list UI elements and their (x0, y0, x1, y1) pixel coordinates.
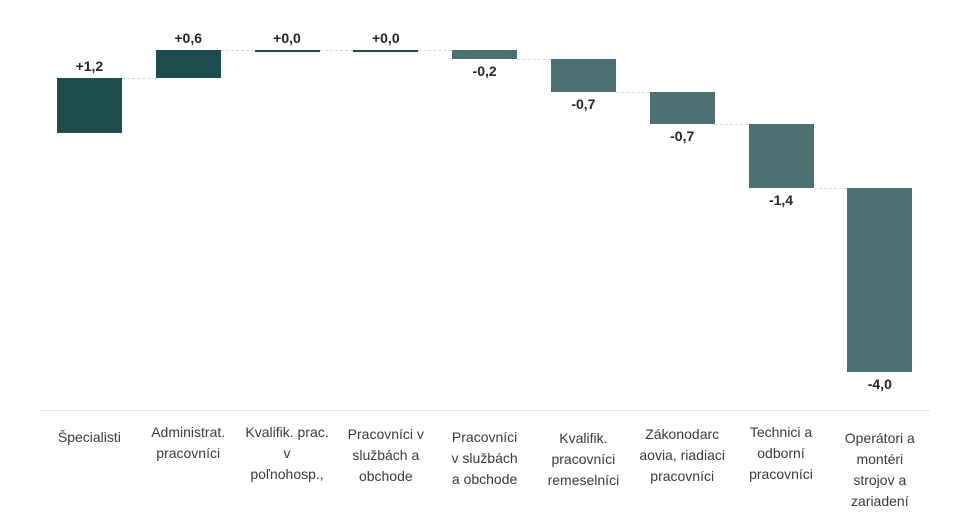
category-label-line: aovia, riadiaci (639, 447, 725, 463)
category-label-line: montéri (856, 451, 904, 467)
connector-line (121, 77, 156, 79)
category-label-line: Zákonodarc (645, 426, 720, 442)
bar-value-label: -0,7 (571, 95, 596, 112)
connector-line (517, 59, 551, 61)
category-label: Kvalifik. pracovníci remeselníci (528, 428, 638, 491)
connector-line (714, 123, 749, 125)
category-label: Zákonodarc aovia, riadiaci pracovníci (627, 424, 737, 487)
bar-value-label: +0,6 (174, 30, 202, 47)
connector-line (418, 50, 453, 52)
category-label-line: Operátori a (844, 430, 915, 446)
category-label-line: pracovníci (551, 451, 616, 467)
bar-value-label: -4,0 (867, 376, 892, 393)
category-label-line: a obchode (451, 471, 518, 487)
category-label-line: Administrat. (151, 424, 226, 440)
bar-value-label: +0,0 (273, 30, 301, 47)
waterfall-bar (649, 91, 715, 124)
category-label-line: pracovníci (156, 445, 221, 461)
connector-line (319, 50, 354, 52)
category-label-line: obchode (358, 468, 413, 484)
waterfall-bar (254, 50, 320, 53)
category-label: Kvalifik. prac. v poľnohosp., (232, 422, 342, 485)
category-label: Technici a odborní pracovníci (726, 422, 836, 485)
bar-value-label: -0,2 (472, 63, 497, 80)
bar-value-label: -1,4 (768, 192, 794, 209)
waterfall-bar (155, 50, 221, 78)
waterfall-bar (353, 50, 419, 53)
category-label-line: Technici a (749, 424, 813, 440)
waterfall-bar (550, 59, 616, 92)
connector-line (220, 50, 255, 52)
category-label: Pracovníci v službách a obchode (331, 424, 441, 487)
bar-value-label: +1,2 (75, 57, 104, 74)
waterfall-bar (748, 123, 814, 189)
waterfall-bar (56, 77, 122, 133)
category-label-line: v (283, 445, 291, 461)
category-label: Špecialisti (34, 427, 144, 448)
category-label-line: poľnohosp., (250, 466, 324, 482)
connector-line (813, 188, 848, 190)
bar-value-label: +0,0 (371, 30, 400, 47)
connector-line (615, 91, 650, 93)
category-label-line: službách a (352, 447, 420, 463)
bar-value-label: -0,7 (670, 127, 695, 144)
category-label-line: strojov a (853, 472, 907, 488)
category-label-line: pracovníci (650, 468, 715, 484)
category-label-line: v službách (451, 450, 518, 466)
category-label-line: Kvalifik. prac. (245, 424, 329, 440)
category-label-line: Kvalifik. (559, 430, 608, 446)
category-label-line: Špecialisti (57, 429, 121, 445)
category-label: Administrat. pracovníci (133, 422, 243, 464)
category-label-line: Pracovníci (451, 429, 518, 445)
category-label-line: remeselníci (547, 472, 620, 488)
category-label-line: Pracovníci v (347, 426, 424, 442)
category-label-line: zariadení (851, 493, 909, 509)
category-label: Operátori a montéri strojov a zariadení (825, 428, 935, 512)
category-label-line: pracovníci (749, 466, 813, 482)
waterfall-bar (847, 188, 913, 373)
category-label-line: odborní (757, 445, 805, 461)
x-axis-line (40, 410, 930, 411)
waterfall-bar (452, 50, 518, 60)
category-label: Pracovníci v službách a obchode (430, 427, 540, 490)
